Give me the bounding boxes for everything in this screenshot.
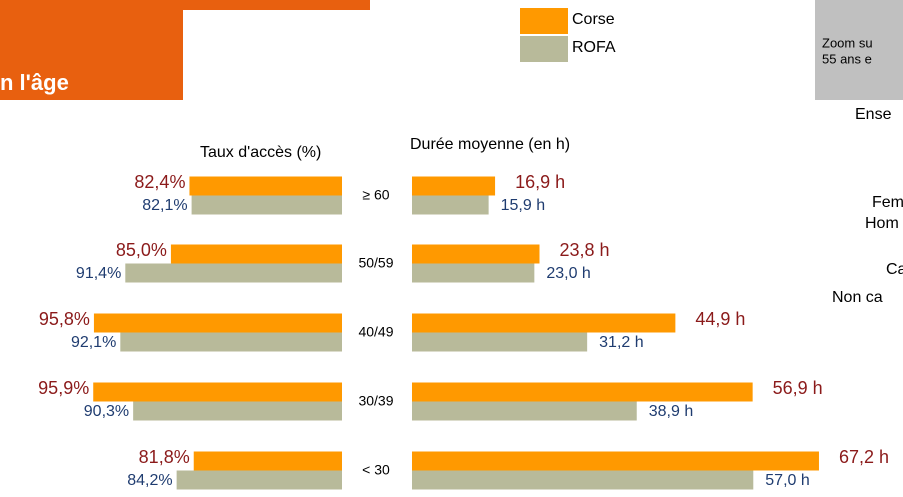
bar <box>189 176 342 196</box>
bar <box>412 332 588 352</box>
value-label: 84,2% <box>127 472 172 489</box>
category-label: 50/59 <box>358 255 393 271</box>
legend-label: ROFA <box>572 39 616 56</box>
value-label: 31,2 h <box>599 334 643 351</box>
value-label: 56,9 h <box>773 378 823 398</box>
bar <box>93 382 342 402</box>
legend-label: Corse <box>572 11 615 28</box>
bar <box>191 195 342 215</box>
bar <box>412 313 676 333</box>
side-item: Fem <box>872 194 903 211</box>
value-label: 81,8% <box>139 447 190 467</box>
value-label: 44,9 h <box>695 309 745 329</box>
bar <box>412 382 753 402</box>
zoom-box <box>815 0 903 100</box>
chart-title: Durée moyenne (en h) <box>410 136 570 153</box>
zoom-text: 55 ans e <box>822 51 872 66</box>
value-label: 92,1% <box>71 334 116 351</box>
value-label: 38,9 h <box>649 403 693 420</box>
bar <box>412 401 637 421</box>
chart-title: Taux d'accès (%) <box>200 144 321 161</box>
bar <box>93 313 342 333</box>
bar <box>176 470 342 490</box>
value-label: 67,2 h <box>839 447 889 467</box>
header-title: n l'âge <box>0 70 69 95</box>
value-label: 82,4% <box>134 172 185 192</box>
header-bar <box>0 0 370 10</box>
value-label: 90,3% <box>84 403 129 420</box>
bar <box>133 401 342 421</box>
value-label: 23,8 h <box>560 240 610 260</box>
bar <box>412 263 535 283</box>
value-label: 91,4% <box>76 265 121 282</box>
value-label: 23,0 h <box>546 265 590 282</box>
bar <box>412 244 540 264</box>
bar <box>120 332 342 352</box>
value-label: 85,0% <box>116 240 167 260</box>
legend-swatch <box>520 36 568 62</box>
header-box <box>0 0 183 100</box>
bar <box>170 244 342 264</box>
value-label: 15,9 h <box>501 197 545 214</box>
category-label: 40/49 <box>358 324 393 340</box>
value-label: 57,0 h <box>765 472 809 489</box>
value-label: 95,9% <box>38 378 89 398</box>
side-item: Hom <box>865 215 899 232</box>
value-label: 16,9 h <box>515 172 565 192</box>
value-label: 95,8% <box>39 309 90 329</box>
bar <box>193 451 342 471</box>
bar <box>412 176 496 196</box>
side-item: Non ca <box>832 289 883 306</box>
category-label: < 30 <box>362 462 390 478</box>
side-item: Ense <box>855 106 892 123</box>
value-label: 82,1% <box>142 197 187 214</box>
bar <box>412 470 754 490</box>
bar <box>412 451 819 471</box>
bar <box>125 263 342 283</box>
zoom-text: Zoom su <box>822 35 873 50</box>
legend-swatch <box>520 8 568 34</box>
side-item: Ca <box>886 261 903 278</box>
bar <box>412 195 489 215</box>
category-label: ≥ 60 <box>362 187 389 203</box>
category-label: 30/39 <box>358 393 393 409</box>
